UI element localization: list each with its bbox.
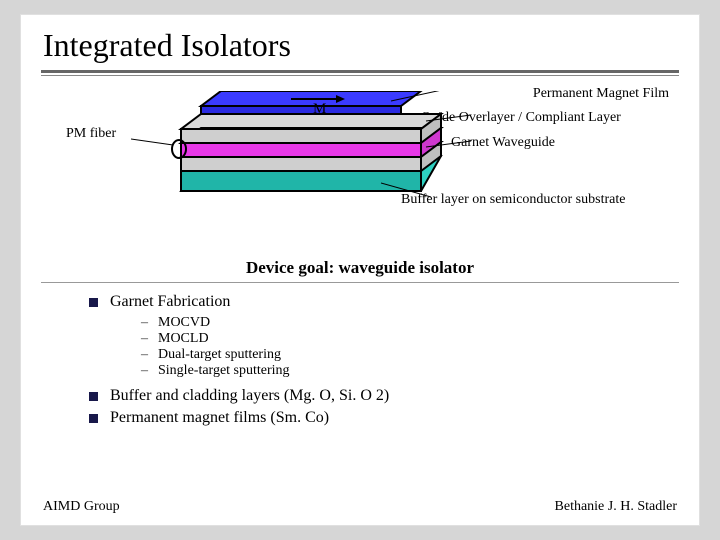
bullet-2-text: Buffer and cladding layers (Mg. O, Si. O…	[110, 387, 389, 405]
bullet-icon	[89, 298, 98, 307]
title-rule-thin	[41, 75, 679, 76]
slide: Integrated Isolators Permanent Magnet Fi…	[20, 14, 700, 526]
goal-rule	[41, 282, 679, 283]
sub-4-text: Single-target sputtering	[158, 363, 290, 379]
bullet-icon	[89, 414, 98, 423]
page-title: Integrated Isolators	[21, 15, 699, 70]
dash-icon: –	[141, 331, 148, 347]
footer-right: Bethanie J. H. Stadler	[555, 499, 677, 515]
label-magnet: Permanent Magnet Film	[533, 86, 669, 102]
dash-icon: –	[141, 315, 148, 331]
dash-icon: –	[141, 347, 148, 363]
sub-2: –MOCLD	[141, 331, 699, 347]
diagram-svg: M	[131, 91, 531, 251]
sublist: –MOCVD –MOCLD –Dual-target sputtering –S…	[141, 315, 699, 379]
sub-1: –MOCVD	[141, 315, 699, 331]
device-goal: Device goal: waveguide isolator	[21, 258, 699, 278]
footer-left: AIMD Group	[43, 499, 120, 515]
sub-3-text: Dual-target sputtering	[158, 347, 281, 363]
sub-4: –Single-target sputtering	[141, 363, 699, 379]
bullet-1-text: Garnet Fabrication	[110, 293, 230, 311]
sub-3: –Dual-target sputtering	[141, 347, 699, 363]
sub-2-text: MOCLD	[158, 331, 209, 347]
dash-icon: –	[141, 363, 148, 379]
bullet-list: Garnet Fabrication –MOCVD –MOCLD –Dual-t…	[89, 293, 699, 427]
svg-text:M: M	[313, 101, 326, 117]
title-rule	[41, 70, 679, 73]
bullet-3: Permanent magnet films (Sm. Co)	[89, 409, 699, 427]
sub-1-text: MOCVD	[158, 315, 210, 331]
bullet-3-text: Permanent magnet films (Sm. Co)	[110, 409, 329, 427]
diagram: Permanent Magnet Film Oxide Overlayer / …	[21, 86, 699, 256]
bullet-1: Garnet Fabrication	[89, 293, 699, 311]
label-pm-fiber: PM fiber	[66, 126, 116, 142]
bullet-2: Buffer and cladding layers (Mg. O, Si. O…	[89, 387, 699, 405]
bullet-icon	[89, 392, 98, 401]
